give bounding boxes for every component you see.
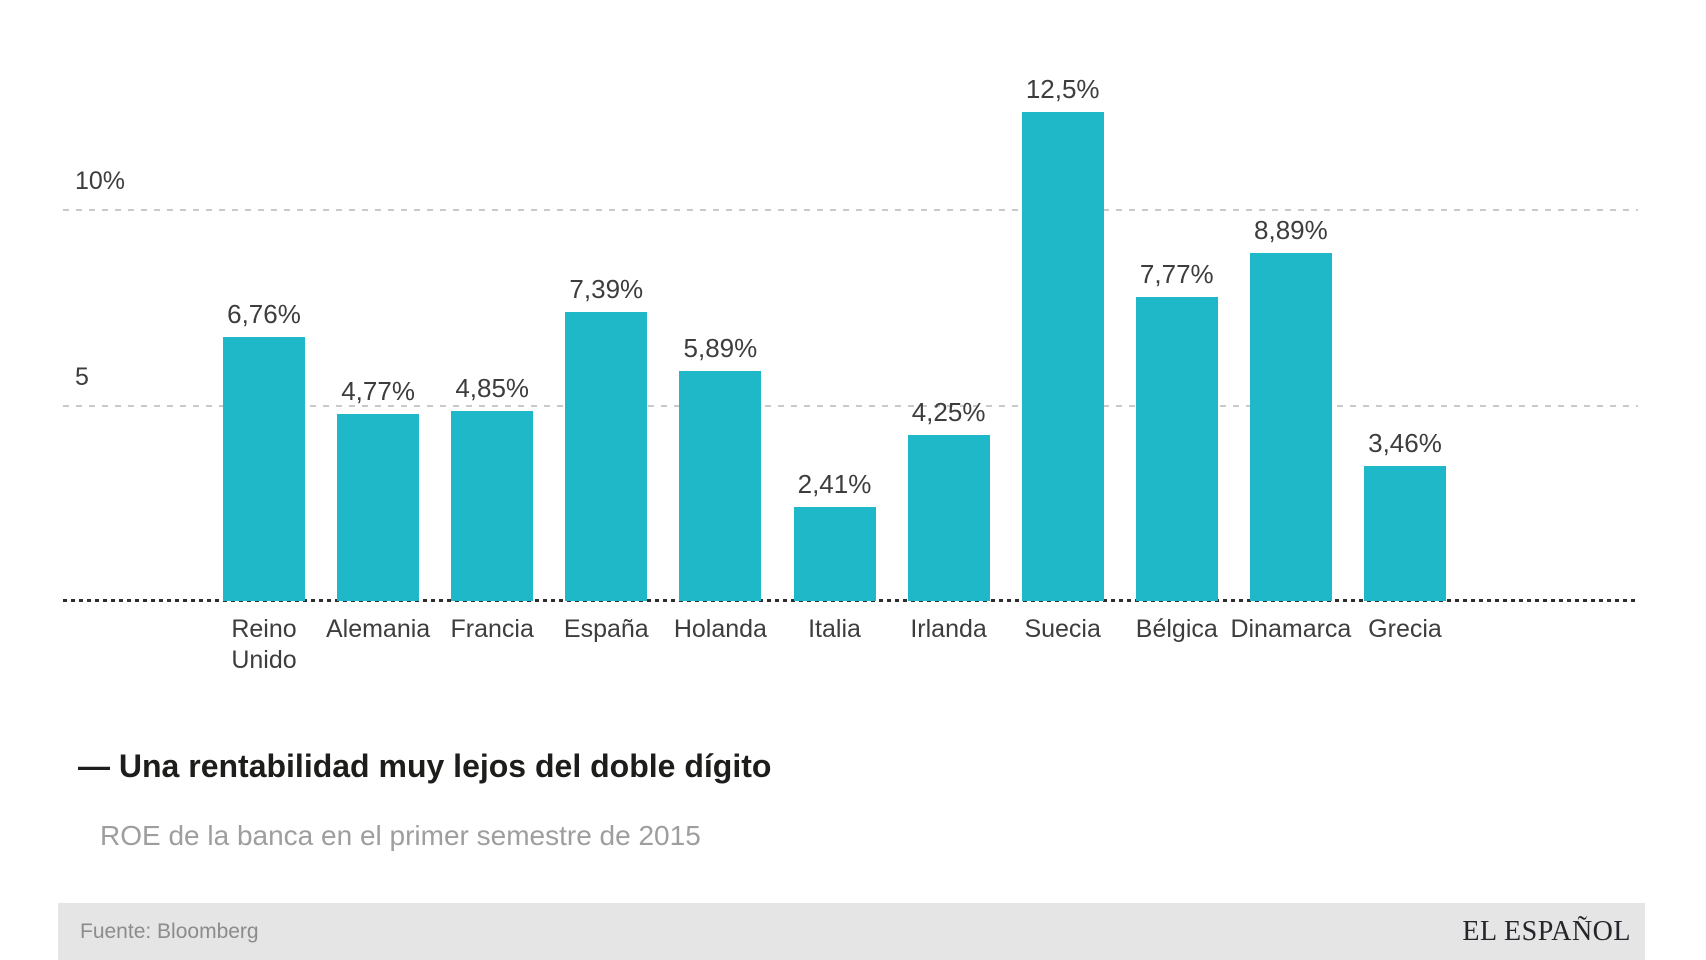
source-credit: Fuente: Bloomberg [80, 919, 259, 943]
y-axis-tick-label: 10% [75, 167, 126, 195]
bar-value-label-alemania: 4,77% [341, 376, 415, 407]
footer-bar: Fuente: Bloomberg EL ESPAÑOL [58, 903, 1645, 960]
chart-title: — Una rentabilidad muy lejos del doble d… [78, 748, 772, 784]
bar-alemania [337, 414, 420, 601]
bar-value-label-espana: 7,39% [569, 274, 644, 305]
x-axis-label-alemania: Alemania [325, 615, 431, 643]
bar-chart-plot-area: 5 10% 6,76% Reino Unido 4,77% Alemania 4,85% Fr… [63, 74, 1638, 674]
el-espanol-logo: EL ESPAÑOL [1462, 915, 1631, 947]
bar-espana [565, 312, 648, 601]
x-axis-label-espana: España [563, 615, 649, 643]
bar-value-label-belgica: 7,77% [1139, 259, 1214, 290]
bar-value-label-suecia: 12,5% [1025, 74, 1100, 105]
x-axis-label-reino-unido: Reino Unido [231, 615, 297, 674]
gridline-5 [63, 404, 1638, 407]
bar-suecia [1021, 112, 1104, 601]
x-axis-label-holanda: Holanda [673, 615, 767, 643]
bar-value-label-holanda: 5,89% [683, 332, 758, 363]
bar-value-label-dinamarca: 8,89% [1254, 215, 1328, 246]
gridline-10 [63, 209, 1638, 211]
bar-grecia [1364, 465, 1446, 601]
x-axis-label-grecia: Grecia [1368, 615, 1442, 643]
x-axis-label-irlanda: Irlanda [910, 615, 987, 643]
bar-reino-unido [223, 336, 305, 601]
x-axis-label-dinamarca: Dinamarca [1230, 615, 1352, 643]
bar-francia [451, 411, 534, 601]
bar-value-label-italia: 2,41% [797, 468, 872, 499]
bar-value-label-irlanda: 4,25% [911, 396, 986, 427]
bar-value-label-reino-unido: 6,76% [227, 298, 301, 329]
bar-italia [793, 506, 876, 601]
x-axis-label-italia: Italia [808, 615, 861, 643]
bar-irlanda [907, 434, 990, 601]
x-axis-label-belgica: Bélgica [1135, 615, 1218, 643]
bar-belgica [1135, 297, 1218, 601]
bar-dinamarca [1249, 253, 1332, 601]
x-axis-label-suecia: Suecia [1024, 615, 1101, 643]
chart-subtitle: ROE de la banca en el primer semestre de… [100, 820, 701, 851]
y-axis-tick-label: 5 [75, 362, 89, 391]
bar-value-label-francia: 4,85% [455, 373, 530, 404]
bar-holanda [679, 370, 762, 601]
bar-value-label-grecia: 3,46% [1368, 427, 1442, 458]
x-axis-label-francia: Francia [450, 615, 534, 643]
